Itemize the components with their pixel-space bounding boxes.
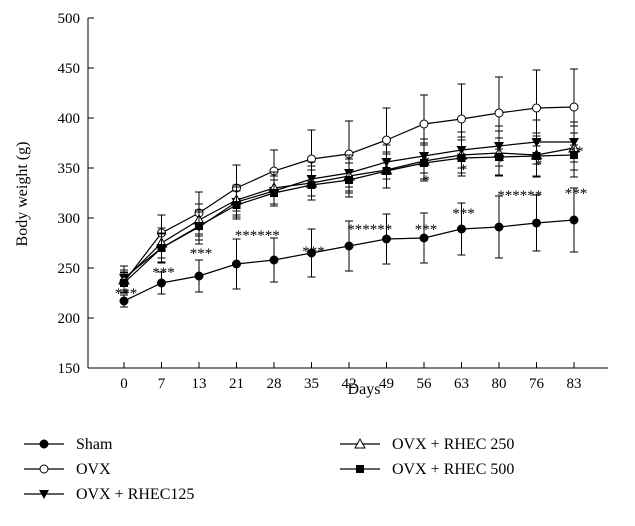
legend-label: Sham	[76, 436, 113, 453]
data-point	[494, 108, 504, 118]
significance-marker: *	[422, 173, 430, 189]
data-point	[307, 181, 316, 189]
x-tick-label: 7	[158, 376, 166, 392]
significance-marker: *	[535, 136, 543, 152]
data-point	[382, 135, 391, 145]
significance-marker: ******	[235, 228, 280, 244]
data-point	[270, 189, 278, 197]
data-point	[419, 119, 429, 129]
x-axis-title: Days	[348, 381, 381, 398]
x-tick-label: 28	[267, 376, 282, 392]
data-point	[194, 271, 204, 281]
data-point	[532, 152, 541, 160]
data-point	[157, 244, 166, 252]
data-point	[119, 296, 129, 306]
legend-label: OVX + RHEC125	[76, 486, 194, 503]
significance-marker: *	[422, 154, 430, 170]
significance-marker: ***	[190, 246, 213, 262]
x-tick-label: 42	[342, 376, 357, 392]
data-point	[457, 224, 466, 234]
x-tick-label: 49	[379, 376, 394, 392]
data-point	[307, 248, 316, 258]
x-tick-label: 83	[567, 376, 582, 392]
data-point	[495, 153, 503, 161]
y-tick-label: 300	[58, 211, 81, 227]
data-point	[157, 278, 166, 288]
data-point	[457, 154, 466, 162]
data-point	[345, 176, 353, 184]
legend-marker	[356, 465, 364, 473]
legend-label: OVX + RHEC 250	[392, 436, 514, 453]
data-point	[382, 234, 391, 244]
series-0	[119, 187, 579, 308]
significance-marker: ***	[152, 265, 175, 281]
legend-item-0: Sham	[24, 436, 113, 453]
data-point	[120, 279, 128, 287]
y-tick-label: 400	[58, 111, 81, 127]
data-point	[532, 103, 541, 113]
data-point	[569, 215, 579, 225]
y-tick-label: 350	[58, 161, 81, 177]
data-point	[269, 255, 279, 265]
significance-marker: ***	[302, 244, 325, 260]
y-tick-label: 450	[58, 61, 81, 77]
y-axis-title: Body weight (g)	[14, 142, 31, 247]
significance-marker: ***	[415, 222, 438, 238]
data-point	[420, 159, 428, 167]
data-point	[195, 222, 203, 230]
significance-marker: ***	[115, 286, 138, 302]
significance-marker: ***	[565, 186, 588, 202]
series-4	[120, 132, 578, 294]
data-point	[232, 201, 241, 209]
x-tick-label: 63	[454, 376, 469, 392]
annotation-layer: ************************ ************ ****…	[115, 136, 588, 302]
legend-label: OVX + RHEC 500	[392, 461, 514, 478]
legend-item-1: OVX	[24, 461, 111, 478]
legend-label: OVX	[76, 461, 111, 478]
significance-marker: ******	[497, 188, 542, 204]
x-tick-label: 76	[529, 376, 545, 392]
legend-item-2: OVX + RHEC125	[24, 486, 194, 503]
axes	[87, 18, 608, 369]
legend: Sham OVX OVX + RHEC125 OVX + RHEC 250 OVX + …	[24, 436, 514, 503]
ticks: 150 200 250 300 350 400 450 500 0 7 13 21 28 35 42 49 56…	[58, 11, 582, 392]
legend-marker	[354, 437, 366, 449]
data-point	[569, 102, 579, 112]
legend-item-3: OVX + RHEC 250	[340, 436, 514, 453]
data-point	[419, 233, 429, 243]
significance-marker: *	[460, 162, 468, 178]
x-tick-label: 80	[492, 376, 507, 392]
legend-marker	[39, 439, 49, 449]
x-tick-label: 13	[192, 376, 207, 392]
data-point	[570, 151, 578, 159]
x-tick-label: 35	[304, 376, 319, 392]
y-tick-label: 500	[58, 11, 81, 27]
y-tick-label: 250	[58, 261, 81, 277]
data-point	[232, 259, 241, 269]
data-point	[344, 241, 354, 251]
y-tick-label: 200	[58, 311, 81, 327]
significance-marker: ******	[347, 222, 392, 238]
legend-item-4: OVX + RHEC 500	[340, 461, 514, 478]
significance-marker: ***	[452, 206, 475, 222]
data-point	[457, 114, 466, 124]
y-tick-label: 150	[58, 361, 81, 377]
series-layer	[118, 68, 580, 308]
data-point	[382, 167, 391, 175]
x-tick-label: 21	[229, 376, 244, 392]
x-tick-label: 56	[417, 376, 433, 392]
data-point	[532, 218, 541, 228]
legend-marker	[39, 490, 49, 499]
significance-marker: *	[497, 154, 505, 170]
x-tick-label: 0	[120, 376, 128, 392]
significance-marker: *	[535, 157, 543, 173]
legend-marker	[39, 464, 49, 474]
data-point	[494, 222, 504, 232]
significance-marker: **	[569, 144, 584, 160]
